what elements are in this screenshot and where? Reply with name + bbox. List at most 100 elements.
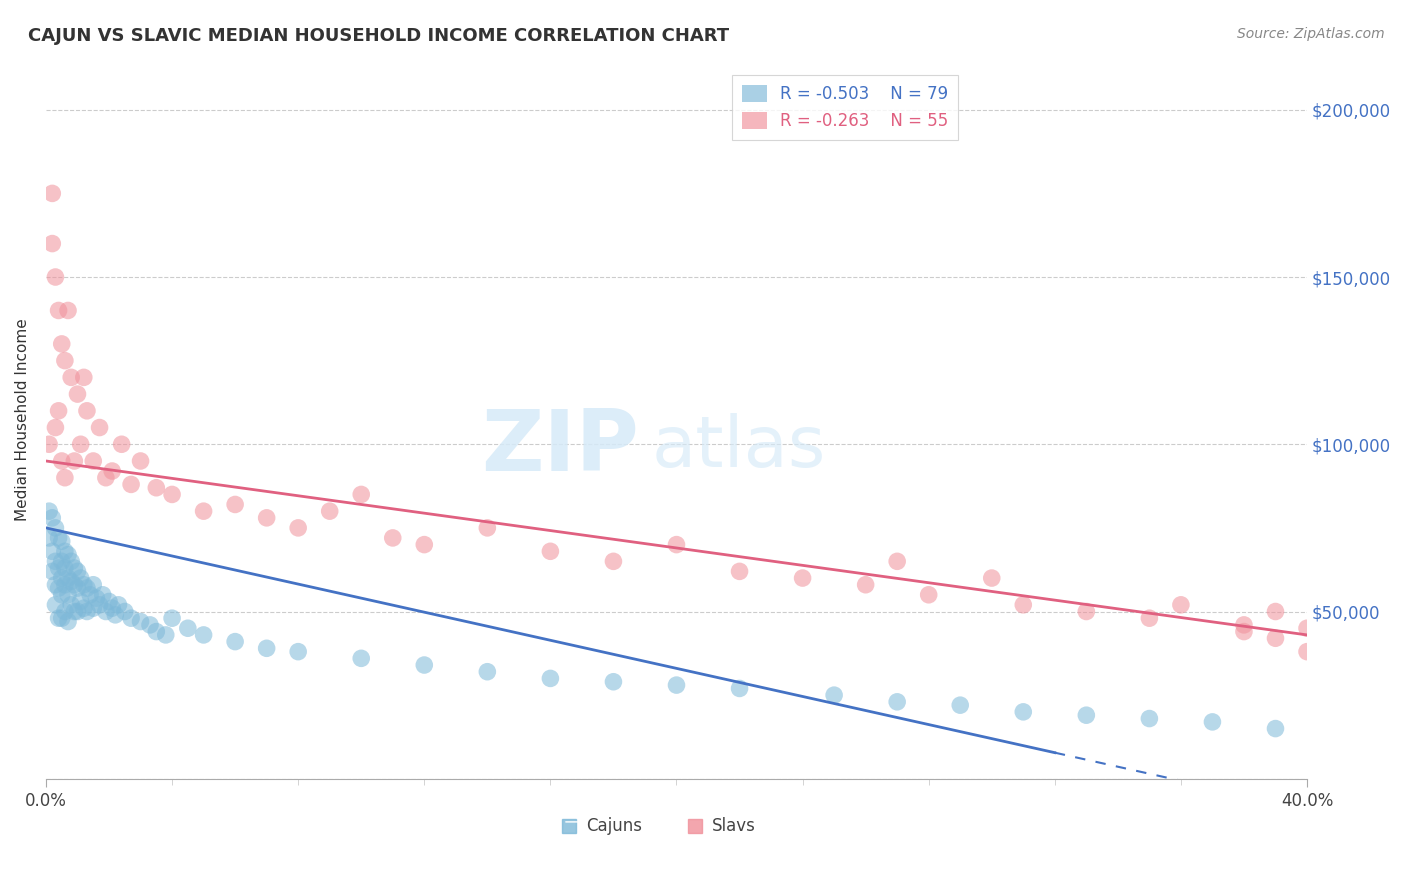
Point <box>1137 611 1160 625</box>
Point <box>101 464 124 478</box>
Point <box>51 588 73 602</box>
Point <box>82 454 104 468</box>
Point <box>855 578 877 592</box>
Point <box>193 504 215 518</box>
Point <box>60 598 83 612</box>
Point <box>44 554 66 568</box>
Point <box>86 591 108 606</box>
Point <box>66 387 89 401</box>
Point <box>48 531 70 545</box>
Point <box>69 437 91 451</box>
Point <box>1170 598 1192 612</box>
Point <box>120 611 142 625</box>
Point <box>48 561 70 575</box>
Point <box>949 698 972 713</box>
Point <box>114 605 136 619</box>
Point <box>44 270 66 285</box>
Point <box>56 588 79 602</box>
Point <box>104 607 127 622</box>
Point <box>89 420 111 434</box>
Point <box>41 186 63 201</box>
Point <box>1264 605 1286 619</box>
Point <box>538 544 561 558</box>
Point <box>224 498 246 512</box>
Point <box>177 621 200 635</box>
Point <box>980 571 1002 585</box>
Point <box>66 605 89 619</box>
Legend: R = -0.503    N = 79, R = -0.263    N = 55: R = -0.503 N = 79, R = -0.263 N = 55 <box>731 75 959 140</box>
Point <box>287 645 309 659</box>
Point <box>918 588 941 602</box>
Point <box>66 565 89 579</box>
Point <box>1076 708 1098 723</box>
Point <box>1296 645 1319 659</box>
Point <box>38 437 60 451</box>
Point <box>823 688 845 702</box>
Point <box>53 578 76 592</box>
Point <box>120 477 142 491</box>
Point <box>44 598 66 612</box>
Point <box>665 538 688 552</box>
Point <box>886 695 908 709</box>
Point <box>69 571 91 585</box>
Point <box>79 588 101 602</box>
Point <box>51 554 73 568</box>
Text: CAJUN VS SLAVIC MEDIAN HOUSEHOLD INCOME CORRELATION CHART: CAJUN VS SLAVIC MEDIAN HOUSEHOLD INCOME … <box>28 27 730 45</box>
Point <box>602 674 624 689</box>
Point <box>56 571 79 585</box>
Point <box>73 578 96 592</box>
Point <box>56 303 79 318</box>
Point <box>193 628 215 642</box>
Point <box>477 665 499 679</box>
Point <box>89 598 111 612</box>
Point <box>38 504 60 518</box>
Point <box>91 588 114 602</box>
Point <box>63 578 86 592</box>
Point <box>94 605 117 619</box>
Point <box>44 521 66 535</box>
Point <box>44 578 66 592</box>
Point <box>139 618 162 632</box>
Point <box>94 471 117 485</box>
Point <box>665 678 688 692</box>
Point <box>56 548 79 562</box>
Point <box>160 611 183 625</box>
Point <box>413 538 436 552</box>
Point <box>107 598 129 612</box>
Point <box>41 544 63 558</box>
Point <box>38 531 60 545</box>
Point <box>1201 714 1223 729</box>
Point <box>53 605 76 619</box>
Point <box>98 594 121 608</box>
Point <box>101 601 124 615</box>
Point <box>60 554 83 568</box>
Point <box>256 511 278 525</box>
Point <box>41 565 63 579</box>
Point <box>728 565 751 579</box>
Point <box>1264 722 1286 736</box>
Point <box>82 578 104 592</box>
Point <box>381 531 404 545</box>
Point <box>51 337 73 351</box>
Point <box>792 571 814 585</box>
Point <box>602 554 624 568</box>
Point <box>53 471 76 485</box>
Text: ZIP: ZIP <box>481 407 638 490</box>
Point <box>477 521 499 535</box>
Point <box>256 641 278 656</box>
Point <box>538 672 561 686</box>
Point <box>111 437 134 451</box>
Point <box>318 504 340 518</box>
Point <box>1233 618 1256 632</box>
Point <box>1012 705 1035 719</box>
Point <box>287 521 309 535</box>
Point <box>48 611 70 625</box>
Point <box>886 554 908 568</box>
Point <box>41 511 63 525</box>
Point <box>350 651 373 665</box>
Point <box>82 601 104 615</box>
Point <box>155 628 177 642</box>
Point <box>53 544 76 558</box>
Point <box>129 454 152 468</box>
Point <box>53 353 76 368</box>
